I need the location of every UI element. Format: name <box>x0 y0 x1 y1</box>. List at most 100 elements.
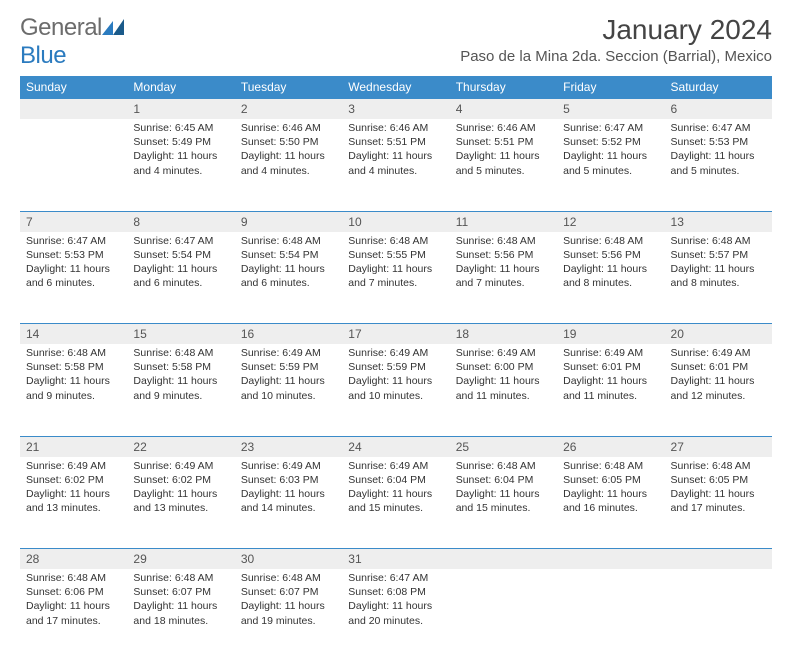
sunrise-text: Sunrise: 6:46 AM <box>456 121 551 135</box>
day-number: 20 <box>665 324 772 345</box>
day-content-row: Sunrise: 6:47 AMSunset: 5:53 PMDaylight:… <box>20 232 772 324</box>
sunset-text: Sunset: 5:56 PM <box>563 248 658 262</box>
sunrise-text: Sunrise: 6:47 AM <box>133 234 228 248</box>
day-content-row: Sunrise: 6:48 AM Sunset: 5:58 PM Daylight:… <box>20 344 772 436</box>
daylight-text: Daylight: 11 hours and 14 minutes. <box>241 487 336 515</box>
daylight-text: Daylight: 11 hours and 8 minutes. <box>563 262 658 290</box>
logo: General Blue <box>20 14 124 70</box>
daylight-text: Daylight: 11 hours and 4 minutes. <box>348 149 443 177</box>
daylight-text: Daylight: 11 hours and 19 minutes. <box>241 599 336 627</box>
sunset-text: Sunset: 5:58 PM <box>26 360 121 374</box>
day-cell-body: Sunrise: 6:47 AMSunset: 5:53 PMDaylight:… <box>20 232 127 297</box>
day-cell-body: Sunrise: 6:47 AMSunset: 5:52 PMDaylight:… <box>557 119 664 184</box>
sunrise-text: Sunrise: 6:48 AM <box>133 346 228 360</box>
day-cell: Sunrise: 6:48 AMSunset: 5:56 PMDaylight:… <box>557 232 664 324</box>
day-cell: Sunrise: 6:48 AMSunset: 6:07 PMDaylight:… <box>127 569 234 661</box>
day-number: 8 <box>127 211 234 232</box>
day-number: 7 <box>20 211 127 232</box>
day-number: 23 <box>235 436 342 457</box>
day-cell-body: Sunrise: 6:49 AMSunset: 5:59 PMDaylight:… <box>235 344 342 409</box>
day-number: 13 <box>665 211 772 232</box>
daylight-text: Daylight: 11 hours and 11 minutes. <box>456 374 551 402</box>
sunset-text: Sunset: 5:50 PM <box>241 135 336 149</box>
day-cell: Sunrise: 6:49 AMSunset: 5:59 PMDaylight:… <box>342 344 449 436</box>
sunset-text: Sunset: 5:59 PM <box>241 360 336 374</box>
day-cell-body: Sunrise: 6:48 AMSunset: 5:54 PMDaylight:… <box>235 232 342 297</box>
day-cell-body: Sunrise: 6:48 AMSunset: 5:55 PMDaylight:… <box>342 232 449 297</box>
day-number-row: 21222324252627 <box>20 436 772 457</box>
day-cell: Sunrise: 6:49 AMSunset: 6:00 PMDaylight:… <box>450 344 557 436</box>
day-number: 22 <box>127 436 234 457</box>
day-number: 3 <box>342 99 449 120</box>
sunrise-text: Sunrise: 6:49 AM <box>456 346 551 360</box>
sunrise-text: Sunrise: 6:48 AM <box>26 571 121 585</box>
sunset-text: Sunset: 6:07 PM <box>133 585 228 599</box>
day-cell-body: Sunrise: 6:48 AMSunset: 5:56 PMDaylight:… <box>557 232 664 297</box>
daylight-text: Daylight: 11 hours and 10 minutes. <box>241 374 336 402</box>
daylight-text: Daylight: 11 hours and 4 minutes. <box>133 149 228 177</box>
day-number: 31 <box>342 549 449 570</box>
sunrise-text: Sunrise: 6:49 AM <box>241 346 336 360</box>
sunset-text: Sunset: 5:53 PM <box>671 135 766 149</box>
day-cell: Sunrise: 6:48 AMSunset: 6:05 PMDaylight:… <box>557 457 664 549</box>
sunset-text: Sunset: 6:08 PM <box>348 585 443 599</box>
day-cell: Sunrise: 6:48 AMSunset: 5:56 PMDaylight:… <box>450 232 557 324</box>
day-cell-body: Sunrise: 6:48 AMSunset: 6:07 PMDaylight:… <box>235 569 342 634</box>
sunrise-text: Sunrise: 6:48 AM <box>133 571 228 585</box>
sunrise-text: Sunrise: 6:48 AM <box>241 234 336 248</box>
sunset-text: Sunset: 6:07 PM <box>241 585 336 599</box>
sunrise-text: Sunrise: 6:48 AM <box>241 571 336 585</box>
day-cell-body: Sunrise: 6:48 AMSunset: 6:07 PMDaylight:… <box>127 569 234 634</box>
day-number-row: 14151617181920 <box>20 324 772 345</box>
day-cell-body: Sunrise: 6:47 AMSunset: 6:08 PMDaylight:… <box>342 569 449 634</box>
sunset-text: Sunset: 6:02 PM <box>26 473 121 487</box>
day-number-empty <box>450 549 557 570</box>
day-cell-body: Sunrise: 6:49 AMSunset: 6:01 PMDaylight:… <box>665 344 772 409</box>
day-cell: Sunrise: 6:48 AMSunset: 6:04 PMDaylight:… <box>450 457 557 549</box>
daylight-text: Daylight: 11 hours and 9 minutes. <box>133 374 228 402</box>
day-number-row: 78910111213 <box>20 211 772 232</box>
daylight-text: Daylight: 11 hours and 18 minutes. <box>133 599 228 627</box>
day-cell: Sunrise: 6:48 AMSunset: 5:58 PMDaylight:… <box>20 344 127 436</box>
day-cell-body: Sunrise: 6:47 AMSunset: 5:54 PMDaylight:… <box>127 232 234 297</box>
sunrise-text: Sunrise: 6:49 AM <box>348 346 443 360</box>
daylight-text: Daylight: 11 hours and 20 minutes. <box>348 599 443 627</box>
sunrise-text: Sunrise: 6:49 AM <box>241 459 336 473</box>
sunrise-text: Sunrise: 6:48 AM <box>456 459 551 473</box>
daylight-text: Daylight: 11 hours and 6 minutes. <box>241 262 336 290</box>
day-cell-empty <box>665 569 772 661</box>
day-cell-body: Sunrise: 6:49 AMSunset: 5:59 PMDaylight:… <box>342 344 449 409</box>
day-cell-body: Sunrise: 6:49 AMSunset: 6:04 PMDaylight:… <box>342 457 449 522</box>
day-number: 25 <box>450 436 557 457</box>
weekday-header: Thursday <box>450 76 557 99</box>
day-number: 4 <box>450 99 557 120</box>
sunset-text: Sunset: 5:55 PM <box>348 248 443 262</box>
weekday-header: Saturday <box>665 76 772 99</box>
day-cell-empty <box>557 569 664 661</box>
daylight-text: Daylight: 11 hours and 13 minutes. <box>26 487 121 515</box>
sunset-text: Sunset: 6:01 PM <box>671 360 766 374</box>
daylight-text: Daylight: 11 hours and 6 minutes. <box>133 262 228 290</box>
day-cell: Sunrise: 6:47 AMSunset: 5:53 PMDaylight:… <box>665 119 772 211</box>
month-title: January 2024 <box>460 14 772 46</box>
weekday-header: Monday <box>127 76 234 99</box>
day-cell-body: Sunrise: 6:49 AMSunset: 6:03 PMDaylight:… <box>235 457 342 522</box>
daylight-text: Daylight: 11 hours and 4 minutes. <box>241 149 336 177</box>
location: Paso de la Mina 2da. Seccion (Barrial), … <box>460 48 772 65</box>
day-cell-empty <box>20 119 127 211</box>
day-cell: Sunrise: 6:49 AMSunset: 6:02 PMDaylight:… <box>127 457 234 549</box>
sunset-text: Sunset: 6:00 PM <box>456 360 551 374</box>
sunrise-text: Sunrise: 6:49 AM <box>133 459 228 473</box>
day-cell-body: Sunrise: 6:48 AMSunset: 6:04 PMDaylight:… <box>450 457 557 522</box>
sunset-text: Sunset: 5:51 PM <box>456 135 551 149</box>
day-cell: Sunrise: 6:48 AMSunset: 5:57 PMDaylight:… <box>665 232 772 324</box>
day-cell-body: Sunrise: 6:49 AMSunset: 6:02 PMDaylight:… <box>127 457 234 522</box>
daylight-text: Daylight: 11 hours and 8 minutes. <box>671 262 766 290</box>
calendar-body: 123456Sunrise: 6:45 AMSunset: 5:49 PMDay… <box>20 99 772 661</box>
sunrise-text: Sunrise: 6:46 AM <box>348 121 443 135</box>
logo-word-2: Blue <box>20 42 66 69</box>
day-cell-body: Sunrise: 6:49 AMSunset: 6:02 PMDaylight:… <box>20 457 127 522</box>
day-cell-body: Sunrise: 6:46 AMSunset: 5:50 PMDaylight:… <box>235 119 342 184</box>
sunrise-text: Sunrise: 6:45 AM <box>133 121 228 135</box>
day-cell: Sunrise: 6:48 AMSunset: 6:07 PMDaylight:… <box>235 569 342 661</box>
